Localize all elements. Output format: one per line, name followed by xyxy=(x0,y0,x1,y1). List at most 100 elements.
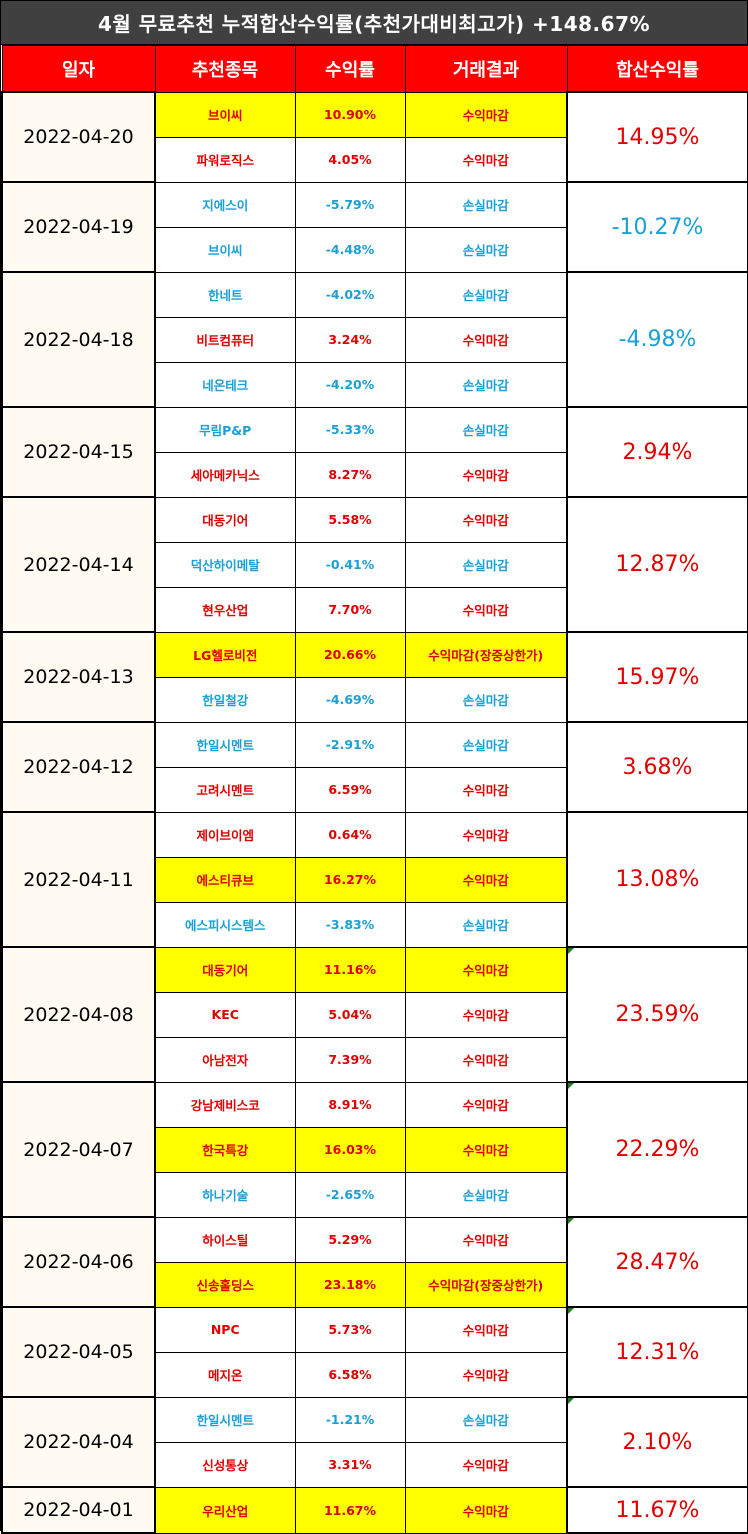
rate-cell: -5.33% xyxy=(294,406,406,453)
result-cell: 수익마감 xyxy=(404,316,568,363)
total-return-cell: 2.10% xyxy=(566,1396,748,1488)
stock-cell: 고려시멘트 xyxy=(154,766,296,813)
table-row: 2022-04-11 제이브이엠 0.64% 수익마감 13.08% xyxy=(1,811,748,948)
rate-cell: 20.66% xyxy=(294,631,406,678)
date-cell: 2022-04-15 xyxy=(1,406,156,498)
table-row: 에스피시스템스 -3.83% 손실마감 xyxy=(2,901,748,948)
rate-cell: 16.27% xyxy=(294,856,406,903)
stock-cell: 비트컴퓨터 xyxy=(154,316,296,363)
rate-cell: -4.20% xyxy=(294,361,406,408)
rate-cell: 16.03% xyxy=(294,1126,406,1173)
rate-cell: 7.39% xyxy=(294,1036,406,1083)
table-row: 현우산업 7.70% 수익마감 xyxy=(2,586,748,633)
result-cell: 수익마감 xyxy=(404,586,568,633)
stock-cell: 한일시멘트 xyxy=(154,1396,296,1443)
rate-cell: 8.27% xyxy=(294,451,406,498)
table-row: 2022-04-13 LG헬로비전 20.66% 수익마감(장중상한가) 15.97% xyxy=(1,631,748,723)
date-cell: 2022-04-18 xyxy=(1,271,156,408)
result-cell: 수익마감(장중상한가) xyxy=(404,1261,568,1308)
result-cell: 수익마감 xyxy=(404,991,568,1038)
total-return-cell: 15.97% xyxy=(566,631,748,723)
rate-cell: 3.31% xyxy=(294,1441,406,1488)
date-cell: 2022-04-19 xyxy=(1,181,156,273)
stock-cell: 지에스이 xyxy=(154,181,296,228)
rate-cell: 6.58% xyxy=(294,1351,406,1398)
header-row: 일자 추천종목 수익률 거래결과 합산수익률 xyxy=(1,45,748,93)
table-row: 2022-04-08 대동기어 11.16% 수익마감 23.59% xyxy=(1,946,748,1083)
table-row: 신송홀딩스 23.18% 수익마감(장중상한가) xyxy=(2,1261,748,1308)
stock-cell: 브이씨 xyxy=(154,226,296,273)
table-row: 덕산하이메탈 -0.41% 손실마감 xyxy=(2,541,748,588)
rate-cell: 6.59% xyxy=(294,766,406,813)
rate-cell: 4.05% xyxy=(294,136,406,183)
result-cell: 수익마감 xyxy=(404,766,568,813)
table-row: 비트컴퓨터 3.24% 수익마감 xyxy=(2,316,748,363)
rate-cell: -4.02% xyxy=(294,271,406,318)
table-row: 2022-04-18 한네트 -4.02% 손실마감 -4.98% xyxy=(1,271,748,408)
result-cell: 수익마감 xyxy=(404,1351,568,1398)
table-row: 한국특강 16.03% 수익마감 xyxy=(2,1126,748,1173)
date-cell: 2022-04-06 xyxy=(1,1216,156,1308)
table-row: 고려시멘트 6.59% 수익마감 xyxy=(2,766,748,813)
stock-cell: 신송홀딩스 xyxy=(154,1261,296,1308)
result-cell: 수익마감 xyxy=(404,1036,568,1083)
rate-cell: -4.48% xyxy=(294,226,406,273)
date-cell: 2022-04-04 xyxy=(1,1396,156,1488)
rate-cell: 10.90% xyxy=(294,91,406,138)
result-cell: 수익마감 xyxy=(404,1126,568,1173)
date-cell: 2022-04-14 xyxy=(1,496,156,633)
result-cell: 손실마감 xyxy=(404,181,568,228)
result-cell: 손실마감 xyxy=(404,721,568,768)
result-cell: 수익마감 xyxy=(404,1216,568,1263)
stock-cell: 대동기어 xyxy=(154,496,296,543)
rate-cell: -4.69% xyxy=(294,676,406,723)
result-cell: 수익마감 xyxy=(404,136,568,183)
rate-cell: 23.18% xyxy=(294,1261,406,1308)
table-row: KEC 5.04% 수익마감 xyxy=(2,991,748,1038)
date-cell: 2022-04-07 xyxy=(1,1081,156,1218)
table-row: 세아메카닉스 8.27% 수익마감 xyxy=(2,451,748,498)
stock-cell: 네온테크 xyxy=(154,361,296,408)
date-cell: 2022-04-11 xyxy=(1,811,156,948)
table-row: 2022-04-20 브이씨 10.90% 수익마감 14.95% xyxy=(1,91,748,183)
stock-cell: 강남제비스코 xyxy=(154,1081,296,1128)
total-return-cell: 23.59% xyxy=(566,946,748,1083)
stock-cell: KEC xyxy=(154,991,296,1038)
stock-cell: 에스티큐브 xyxy=(154,856,296,903)
stock-cell: 신성통상 xyxy=(154,1441,296,1488)
total-return-cell: 22.29% xyxy=(566,1081,748,1218)
rate-cell: 11.67% xyxy=(294,1486,406,1534)
total-return-cell: 12.87% xyxy=(566,496,748,633)
rate-cell: -1.21% xyxy=(294,1396,406,1443)
table-row: 메지온 6.58% 수익마감 xyxy=(2,1351,748,1398)
result-cell: 수익마감 xyxy=(404,1306,568,1353)
rate-cell: 7.70% xyxy=(294,586,406,633)
rate-cell: -3.83% xyxy=(294,901,406,948)
stock-cell: 제이브이엠 xyxy=(154,811,296,858)
date-cell: 2022-04-13 xyxy=(1,631,156,723)
result-cell: 손실마감 xyxy=(404,1171,568,1218)
header-rate: 수익률 xyxy=(294,45,406,93)
rate-cell: 11.16% xyxy=(294,946,406,993)
result-cell: 수익마감 xyxy=(404,946,568,993)
stock-cell: 무림P&P xyxy=(154,406,296,453)
table-row: 하나기술 -2.65% 손실마감 xyxy=(2,1171,748,1218)
stock-cell: LG헬로비전 xyxy=(154,631,296,678)
stock-cell: 파워로직스 xyxy=(154,136,296,183)
stock-cell: 대동기어 xyxy=(154,946,296,993)
stock-cell: 세아메카닉스 xyxy=(154,451,296,498)
table-row: 2022-04-05 NPC 5.73% 수익마감 12.31% xyxy=(1,1306,748,1398)
result-cell: 손실마감 xyxy=(404,361,568,408)
page-title: 4월 무료추천 누적합산수익률(추천가대비최고가) +148.67% xyxy=(1,1,747,45)
rate-cell: 0.64% xyxy=(294,811,406,858)
rate-cell: 5.29% xyxy=(294,1216,406,1263)
result-cell: 수익마감 xyxy=(404,1486,568,1534)
table-row: 2022-04-01 우리산업 11.67% 수익마감 11.67% xyxy=(1,1486,748,1534)
total-return-cell: 28.47% xyxy=(566,1216,748,1308)
result-cell: 수익마감(장중상한가) xyxy=(404,631,568,678)
result-cell: 수익마감 xyxy=(404,1081,568,1128)
stock-cell: 한일시멘트 xyxy=(154,721,296,768)
result-cell: 손실마감 xyxy=(404,1396,568,1443)
rate-cell: 5.58% xyxy=(294,496,406,543)
stock-cell: 아남전자 xyxy=(154,1036,296,1083)
